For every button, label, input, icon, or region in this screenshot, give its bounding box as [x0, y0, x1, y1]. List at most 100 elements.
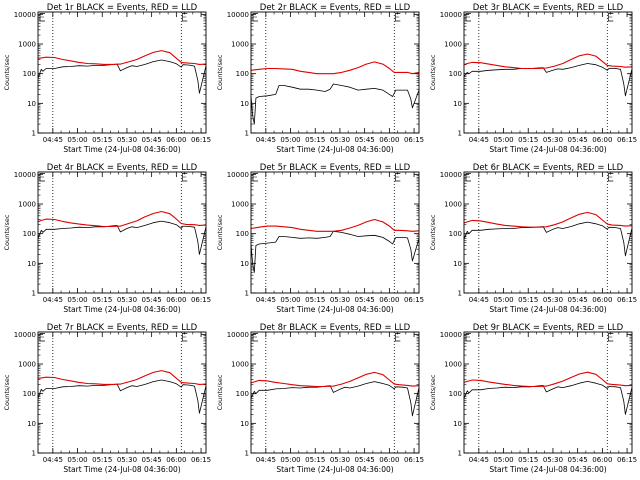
y-axis-label: Counts/sec: [216, 54, 224, 90]
x-tick-label: 05:15: [92, 296, 112, 304]
y-tick-label: 10: [27, 260, 36, 268]
y-tick-label: 1: [245, 130, 249, 138]
lld-series-line: [463, 211, 633, 228]
y-tick-label: 1: [32, 290, 36, 298]
y-tick-label: 10000: [14, 171, 36, 179]
events-series-line: [463, 63, 633, 97]
y-axis-label: Counts/sec: [216, 374, 224, 410]
x-tick-label: 05:30: [330, 456, 350, 464]
x-tick-label: 05:30: [330, 296, 350, 304]
x-tick-label: 04:45: [469, 136, 489, 144]
x-tick-label: 06:15: [191, 136, 211, 144]
chart-panel-4: Det 4r BLACK = Events, RED = LLD Counts/s…: [3, 163, 211, 314]
x-tick-label: 05:00: [493, 136, 513, 144]
x-axis-label: Start Time (24-Jul-08 04:36:00): [489, 465, 606, 474]
x-axis-label: Start Time (24-Jul-08 04:36:00): [276, 305, 393, 314]
lld-series-line: [37, 370, 207, 385]
y-tick-label: 1000: [231, 361, 249, 369]
x-tick-label: 05:15: [305, 456, 325, 464]
x-tick-label: 06:15: [617, 296, 637, 304]
x-tick-label: 05:45: [142, 296, 162, 304]
y-tick-label: 10: [27, 100, 36, 108]
y-tick-label: 1000: [444, 361, 462, 369]
plot-frame: [37, 331, 207, 454]
x-axis-label: Start Time (24-Jul-08 04:36:00): [276, 465, 393, 474]
chart-panel-8: Det 8r BLACK = Events, RED = LLD Counts/s…: [216, 323, 424, 474]
lld-series-line: [250, 218, 420, 232]
chart-panel-1: Det 1r BLACK = Events, RED = LLD Counts/s…: [3, 3, 211, 154]
bracket-marker: [394, 13, 401, 22]
x-tick-label: 04:45: [43, 136, 63, 144]
y-tick-label: 10: [240, 260, 249, 268]
x-tick-label: 06:00: [592, 296, 612, 304]
x-tick-label: 05:15: [518, 456, 538, 464]
bracket-marker: [394, 333, 401, 342]
x-tick-label: 05:45: [142, 136, 162, 144]
lld-series-line: [463, 53, 633, 70]
y-tick-label: 1: [458, 130, 462, 138]
x-tick-label: 05:45: [568, 296, 588, 304]
y-tick-label: 1: [245, 450, 249, 458]
x-tick-label: 05:45: [142, 456, 162, 464]
x-tick-label: 05:00: [493, 456, 513, 464]
x-tick-label: 04:45: [43, 296, 63, 304]
bracket-marker: [394, 173, 401, 182]
chart-title: Det 5r BLACK = Events, RED = LLD: [260, 163, 411, 173]
events-series-line: [463, 221, 633, 257]
y-tick-label: 100: [449, 70, 462, 78]
chart-title: Det 2r BLACK = Events, RED = LLD: [260, 3, 411, 13]
y-tick-label: 100: [449, 390, 462, 398]
x-tick-label: 06:15: [191, 296, 211, 304]
bracket-marker: [181, 13, 188, 22]
y-tick-label: 10: [453, 260, 462, 268]
y-tick-label: 100: [236, 230, 249, 238]
bracket-marker: [181, 333, 188, 342]
plot-frame: [250, 331, 420, 454]
bracket-marker: [607, 173, 614, 182]
x-tick-label: 05:30: [117, 456, 137, 464]
lld-series-line: [250, 371, 420, 388]
x-tick-label: 06:15: [404, 136, 424, 144]
y-axis-label: Counts/sec: [216, 214, 224, 250]
lld-series-line: [37, 50, 207, 65]
x-tick-label: 05:15: [518, 296, 538, 304]
x-tick-label: 05:15: [305, 136, 325, 144]
x-tick-label: 05:15: [92, 136, 112, 144]
chart-title: Det 8r BLACK = Events, RED = LLD: [260, 323, 411, 333]
chart-panel-9: Det 9r BLACK = Events, RED = LLD Counts/s…: [429, 323, 637, 474]
plot-frame: [463, 11, 633, 134]
chart-title: Det 6r BLACK = Events, RED = LLD: [473, 163, 624, 173]
x-tick-label: 06:15: [617, 136, 637, 144]
y-tick-label: 10: [453, 100, 462, 108]
x-tick-label: 05:30: [117, 296, 137, 304]
y-tick-label: 1000: [444, 41, 462, 49]
x-tick-label: 04:45: [469, 296, 489, 304]
x-tick-label: 06:15: [404, 296, 424, 304]
chart-title: Det 4r BLACK = Events, RED = LLD: [47, 163, 198, 173]
bracket-marker: [181, 173, 188, 182]
y-axis-label: Counts/sec: [3, 54, 11, 90]
x-tick-label: 05:30: [543, 136, 563, 144]
y-tick-label: 1: [245, 290, 249, 298]
events-series-line: [37, 379, 207, 414]
x-axis-label: Start Time (24-Jul-08 04:36:00): [489, 145, 606, 154]
y-tick-label: 10: [27, 420, 36, 428]
x-tick-label: 05:15: [92, 456, 112, 464]
lld-series-line: [463, 371, 633, 388]
y-tick-label: 100: [23, 70, 36, 78]
x-tick-label: 05:30: [543, 296, 563, 304]
y-tick-label: 10000: [440, 171, 462, 179]
y-axis-label: Counts/sec: [429, 374, 437, 410]
x-tick-label: 05:30: [543, 456, 563, 464]
y-tick-label: 10: [240, 420, 249, 428]
y-tick-label: 100: [449, 230, 462, 238]
x-axis-label: Start Time (24-Jul-08 04:36:00): [489, 305, 606, 314]
chart-title: Det 9r BLACK = Events, RED = LLD: [473, 323, 624, 333]
chart-title: Det 3r BLACK = Events, RED = LLD: [473, 3, 624, 13]
x-tick-label: 05:00: [280, 136, 300, 144]
lld-series-line: [250, 61, 420, 75]
y-tick-label: 10000: [227, 11, 249, 19]
x-axis-label: Start Time (24-Jul-08 04:36:00): [276, 145, 393, 154]
x-tick-label: 04:45: [469, 456, 489, 464]
